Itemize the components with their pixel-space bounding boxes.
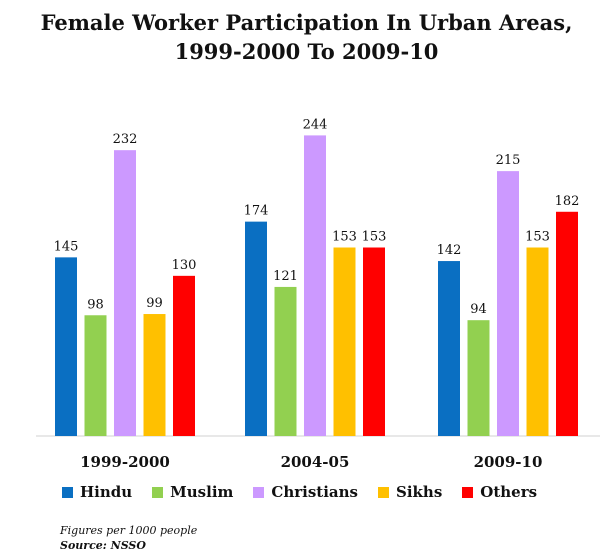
bar-christians-2009-10 — [497, 171, 519, 436]
legend-swatch-christians — [253, 486, 265, 498]
bar-hindu-2004-05 — [245, 221, 267, 436]
x-tick-label-1999-2000: 1999-2000 — [80, 453, 170, 471]
data-label-muslim-1999-2000: 98 — [87, 297, 104, 312]
legend-item-others: Others — [462, 483, 537, 501]
bar-sikhs-1999-2000 — [143, 314, 166, 436]
bar-others-2004-05 — [363, 247, 385, 436]
x-tick-label-2009-10: 2009-10 — [474, 453, 543, 471]
legend-item-hindu: Hindu — [62, 483, 132, 501]
bar-sikhs-2009-10 — [526, 247, 549, 436]
data-label-hindu-1999-2000: 145 — [54, 239, 79, 254]
data-label-muslim-2009-10: 94 — [470, 302, 487, 317]
data-label-sikhs-2009-10: 153 — [525, 230, 550, 245]
figures-note: Figures per 1000 people — [60, 524, 198, 537]
data-label-christians-2004-05: 244 — [303, 117, 328, 132]
chart-title-line-1: Female Worker Participation In Urban Are… — [40, 10, 573, 35]
legend-item-sikhs: Sikhs — [378, 483, 442, 501]
bar-others-1999-2000 — [173, 275, 195, 436]
legend-label-christians: Christians — [271, 483, 358, 501]
legend-label-sikhs: Sikhs — [396, 483, 443, 501]
legend-swatch-sikhs — [378, 486, 389, 498]
bar-muslim-2009-10 — [467, 320, 490, 436]
data-label-sikhs-2004-05: 153 — [332, 230, 357, 245]
bar-chart: 145 98 232 99 130 1999-2000 174 121 244 153 153 200… — [36, 117, 600, 471]
data-label-muslim-2004-05: 121 — [273, 269, 298, 284]
chart-legend: Hindu Muslim Christians Sikhs Others — [62, 483, 557, 501]
bar-christians-1999-2000 — [114, 150, 136, 436]
x-tick-label-2004-05: 2004-05 — [281, 453, 350, 471]
legend-label-others: Others — [480, 483, 538, 501]
legend-swatch-hindu — [62, 486, 73, 498]
data-label-hindu-2009-10: 142 — [437, 243, 462, 258]
data-label-hindu-2004-05: 174 — [244, 204, 269, 219]
chart-title: Female Worker Participation In Urban Are… — [0, 8, 613, 66]
data-label-others-2004-05: 153 — [362, 230, 387, 245]
source-note: Source: NSSO — [60, 539, 146, 552]
legend-label-hindu: Hindu — [80, 483, 133, 501]
data-label-sikhs-1999-2000: 99 — [146, 296, 163, 311]
bar-others-2009-10 — [556, 211, 578, 436]
bar-muslim-2004-05 — [274, 286, 297, 436]
bar-sikhs-2004-05 — [333, 247, 356, 436]
bar-christians-2004-05 — [304, 135, 326, 436]
legend-swatch-others — [462, 486, 474, 498]
legend-label-muslim: Muslim — [170, 483, 234, 501]
chart-title-line-2: 1999-2000 To 2009-10 — [174, 39, 439, 64]
bar-muslim-1999-2000 — [84, 315, 107, 436]
legend-item-christians: Christians — [253, 483, 358, 501]
bar-hindu-1999-2000 — [55, 257, 77, 436]
legend-swatch-muslim — [152, 486, 164, 498]
data-label-christians-1999-2000: 232 — [113, 132, 138, 147]
data-label-others-1999-2000: 130 — [172, 258, 197, 273]
data-label-others-2009-10: 182 — [555, 194, 580, 209]
legend-item-muslim: Muslim — [152, 483, 233, 501]
bar-hindu-2009-10 — [438, 261, 460, 436]
data-label-christians-2009-10: 215 — [496, 153, 521, 168]
